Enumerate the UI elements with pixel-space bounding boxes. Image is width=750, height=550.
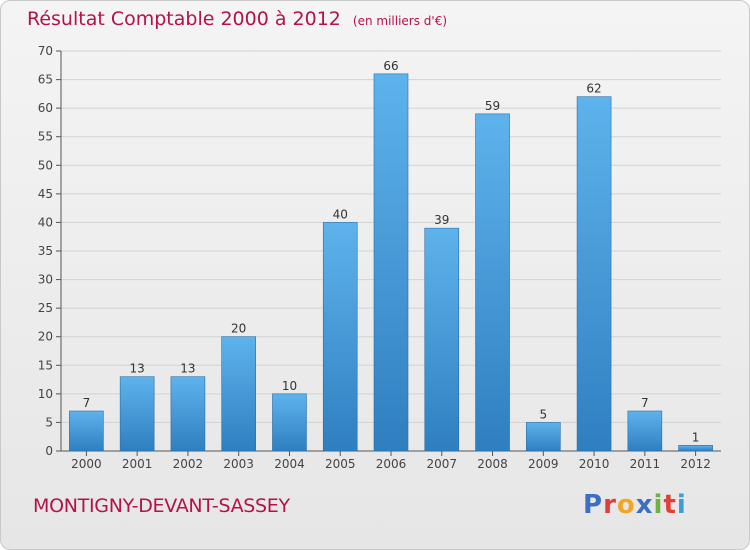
chart-title-text: Résultat Comptable 2000 à 2012 xyxy=(27,8,341,30)
logo-letter: r xyxy=(603,490,617,520)
data-labels: 7 13 13 20 10 40 66 39 59 5 62 7 1 xyxy=(83,59,700,444)
x-tick-label: 2008 xyxy=(477,457,508,471)
x-tick-label: 2003 xyxy=(223,457,254,471)
bar-2011 xyxy=(627,410,663,452)
chart-title: Résultat Comptable 2000 à 2012 (en millie… xyxy=(27,8,447,30)
y-tick-label: 30 xyxy=(38,273,53,287)
y-tick-label: 70 xyxy=(38,44,53,58)
y-tick-label: 65 xyxy=(38,73,53,87)
data-label: 13 xyxy=(130,362,145,376)
data-label: 39 xyxy=(434,213,449,227)
data-label: 5 xyxy=(539,407,547,421)
x-tick-label: 2002 xyxy=(173,457,204,471)
data-label: 66 xyxy=(383,59,398,73)
x-tick-label: 2007 xyxy=(426,457,457,471)
data-label: 40 xyxy=(333,207,348,221)
y-tick-label: 20 xyxy=(38,330,53,344)
bar-2007 xyxy=(424,227,460,452)
logo-letter: x xyxy=(635,490,654,520)
x-tick-label: 2012 xyxy=(680,457,711,471)
bars xyxy=(69,73,713,452)
logo-letter: i xyxy=(676,490,687,520)
y-tick-label: 50 xyxy=(38,158,53,172)
x-tick-label: 2004 xyxy=(274,457,305,471)
y-tick-label: 35 xyxy=(38,244,53,258)
data-label: 62 xyxy=(586,82,601,96)
logo-letter: P xyxy=(583,490,604,520)
x-tick-label: 2000 xyxy=(71,457,102,471)
logo-letter: i xyxy=(653,490,664,520)
y-tick-label: 15 xyxy=(38,358,53,372)
x-tick-label: 2010 xyxy=(579,457,610,471)
y-tick-label: 60 xyxy=(38,101,53,115)
bar-2003 xyxy=(221,336,256,452)
logo-letter: t xyxy=(663,490,677,520)
data-label: 20 xyxy=(231,322,246,336)
data-label: 1 xyxy=(692,430,700,444)
x-tick-label: 2005 xyxy=(325,457,356,471)
y-tick-label: 5 xyxy=(45,415,53,429)
x-tick-label: 2011 xyxy=(630,457,661,471)
x-tick-label: 2001 xyxy=(122,457,153,471)
commune-name: MONTIGNY-DEVANT-SASSEY xyxy=(33,495,290,517)
data-label: 13 xyxy=(180,362,195,376)
bar-2010 xyxy=(576,96,612,452)
bar-2008 xyxy=(475,113,510,452)
data-label: 7 xyxy=(83,396,91,410)
logo-letter: o xyxy=(616,490,636,520)
bar-2006 xyxy=(373,73,409,452)
y-tick-label: 55 xyxy=(38,130,53,144)
bar-2001 xyxy=(119,376,155,452)
data-label: 59 xyxy=(485,99,500,113)
bar-2000 xyxy=(69,410,104,452)
x-tick-label: 2009 xyxy=(528,457,559,471)
bar-2012 xyxy=(678,444,713,452)
data-label: 10 xyxy=(282,379,297,393)
data-label: 7 xyxy=(641,396,649,410)
bar-2002 xyxy=(170,376,206,452)
chart-subtitle: (en milliers d'€) xyxy=(352,14,448,28)
y-tick-label: 25 xyxy=(38,301,53,315)
y-tick-label: 10 xyxy=(38,387,53,401)
y-tick-label: 40 xyxy=(38,215,53,229)
y-tick-label: 0 xyxy=(45,444,53,458)
bar-2004 xyxy=(272,393,307,452)
y-tick-label: 45 xyxy=(38,187,53,201)
bar-2009 xyxy=(526,422,561,452)
bar-2005 xyxy=(322,222,358,452)
proxiti-logo[interactable]: Proxiti xyxy=(583,490,687,520)
x-tick-label: 2006 xyxy=(376,457,407,471)
